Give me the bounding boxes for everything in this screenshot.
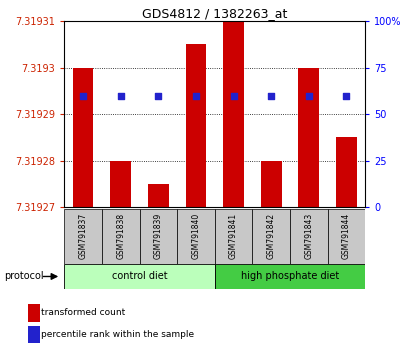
- Text: GSM791840: GSM791840: [191, 213, 200, 259]
- Text: transformed count: transformed count: [42, 308, 126, 318]
- Bar: [28, 326, 40, 343]
- Bar: [261, 161, 281, 207]
- Text: control diet: control diet: [112, 272, 167, 281]
- Bar: [298, 68, 319, 207]
- Bar: [28, 304, 40, 321]
- Point: [268, 93, 274, 98]
- FancyBboxPatch shape: [252, 209, 290, 264]
- Point: [117, 93, 124, 98]
- Text: percentile rank within the sample: percentile rank within the sample: [42, 330, 195, 339]
- FancyBboxPatch shape: [102, 209, 139, 264]
- FancyBboxPatch shape: [64, 264, 215, 289]
- Text: high phosphate diet: high phosphate diet: [241, 272, 339, 281]
- Text: GSM791842: GSM791842: [267, 213, 276, 259]
- Point: [155, 93, 162, 98]
- Point: [343, 93, 350, 98]
- Bar: [223, 21, 244, 207]
- FancyBboxPatch shape: [215, 209, 252, 264]
- Bar: [148, 184, 168, 207]
- Text: GSM791837: GSM791837: [78, 213, 88, 259]
- Text: GSM791838: GSM791838: [116, 213, 125, 259]
- Point: [230, 93, 237, 98]
- Text: GSM791843: GSM791843: [304, 213, 313, 259]
- FancyBboxPatch shape: [215, 264, 365, 289]
- Text: GSM791839: GSM791839: [154, 213, 163, 259]
- Text: GSM791841: GSM791841: [229, 213, 238, 259]
- Bar: [73, 68, 93, 207]
- Bar: [110, 161, 131, 207]
- Point: [193, 93, 199, 98]
- Title: GDS4812 / 1382263_at: GDS4812 / 1382263_at: [142, 7, 288, 20]
- FancyBboxPatch shape: [327, 209, 365, 264]
- Point: [305, 93, 312, 98]
- Text: GSM791844: GSM791844: [342, 213, 351, 259]
- FancyBboxPatch shape: [290, 209, 327, 264]
- Text: protocol: protocol: [4, 272, 44, 281]
- Bar: [336, 137, 357, 207]
- Bar: [186, 45, 206, 207]
- FancyBboxPatch shape: [64, 209, 102, 264]
- FancyBboxPatch shape: [177, 209, 215, 264]
- Point: [80, 93, 86, 98]
- FancyBboxPatch shape: [139, 209, 177, 264]
